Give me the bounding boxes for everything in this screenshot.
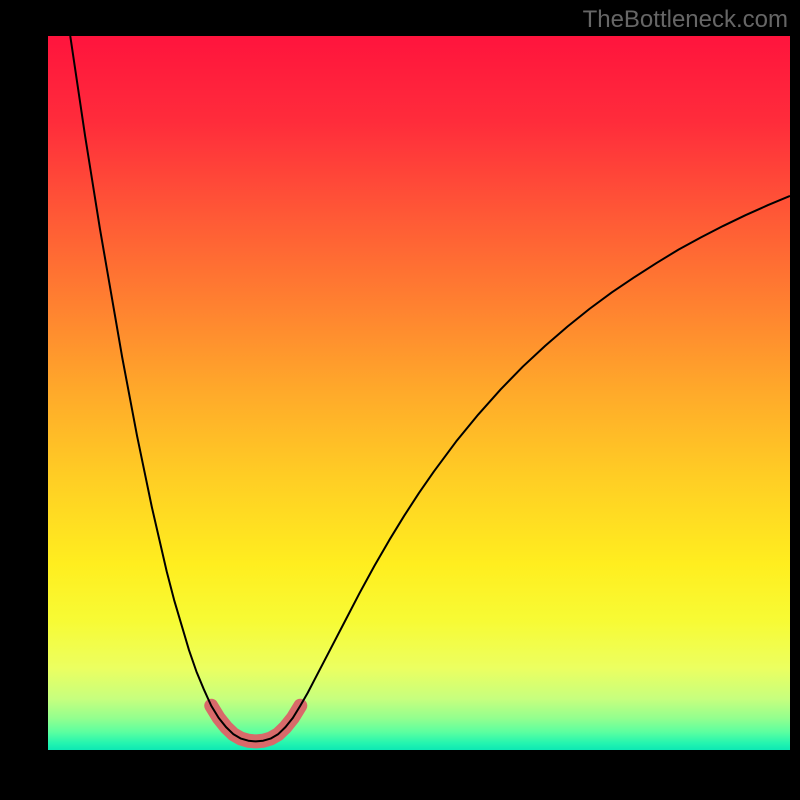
watermark-text: TheBottleneck.com [583, 6, 788, 34]
chart-background [48, 36, 790, 750]
bottleneck-chart [48, 36, 790, 750]
figure-canvas: TheBottleneck.com [0, 0, 800, 800]
chart-svg [48, 36, 790, 750]
